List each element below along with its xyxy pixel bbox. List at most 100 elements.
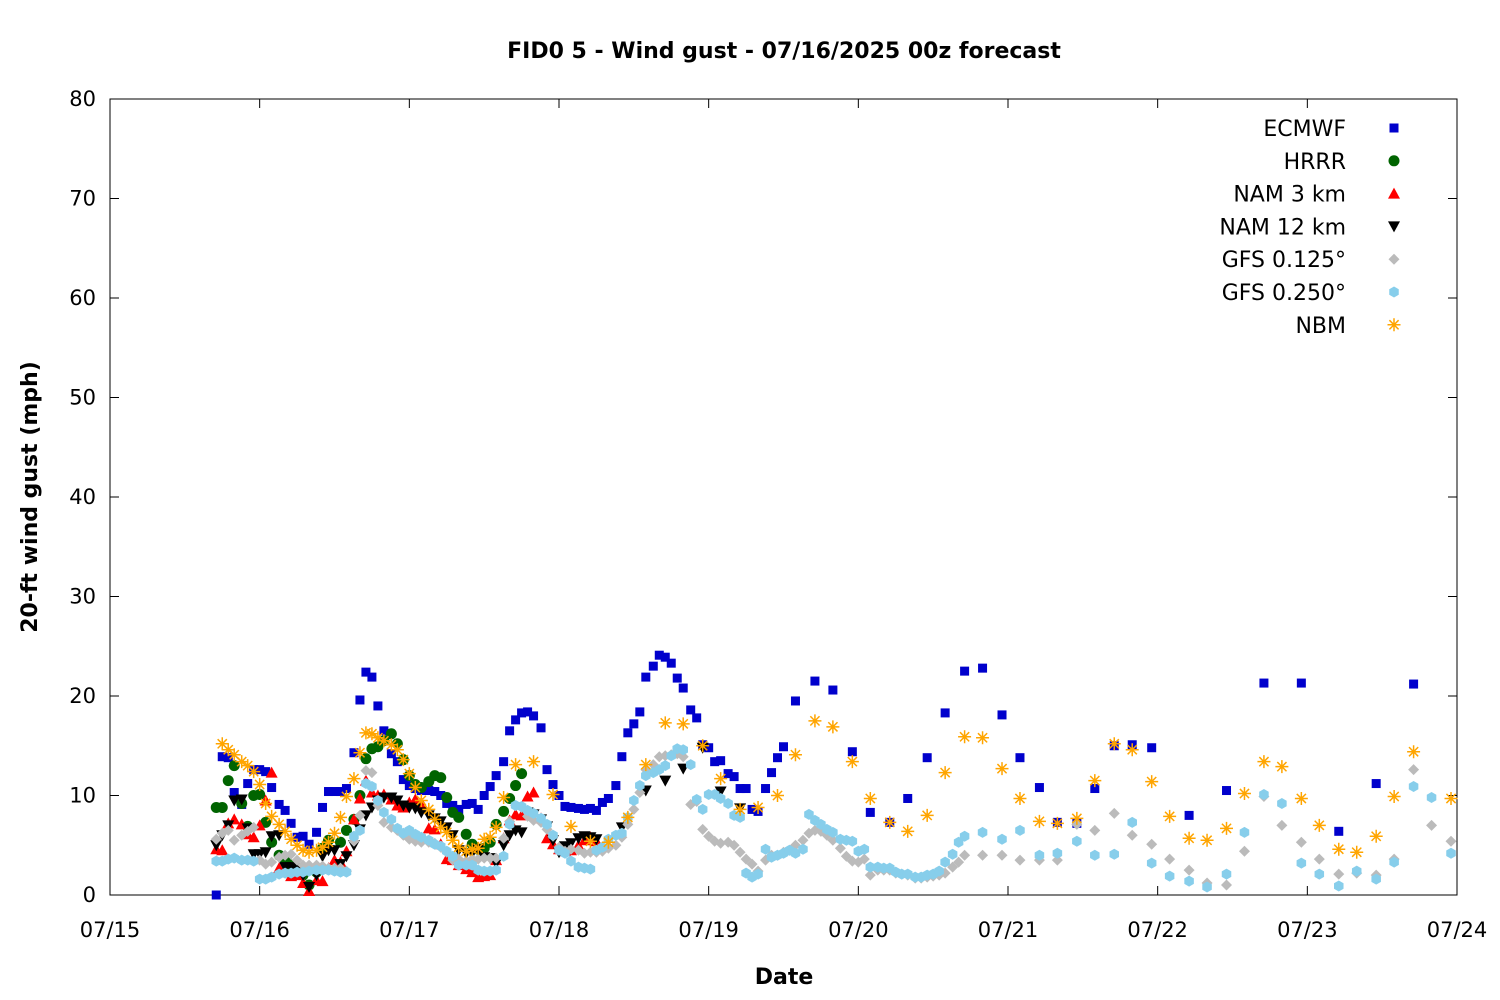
gfs-0-250-point <box>959 830 970 842</box>
gfs-0-250-point <box>997 833 1007 845</box>
ecmwf-point <box>523 707 533 717</box>
gfs-0-250-point <box>341 866 352 878</box>
x-tick-label: 07/21 <box>978 918 1039 942</box>
nbm-point <box>302 845 316 859</box>
nbm-point <box>465 842 479 856</box>
gfs-0-125-point <box>996 849 1008 861</box>
ecmwf-point <box>511 715 521 725</box>
ecmwf-point <box>542 765 552 775</box>
gfs-0-250-point <box>304 865 314 877</box>
gfs-0-125-point <box>959 849 971 861</box>
nbm-point <box>310 843 324 857</box>
gfs-0-250-point <box>617 827 627 839</box>
legend-label-gfs-0-125: GFS 0.125° <box>1222 248 1346 273</box>
ecmwf-point <box>686 705 696 715</box>
ecmwf-point <box>318 802 328 812</box>
legend-label-ecmwf: ECMWF <box>1263 117 1346 142</box>
ecmwf-point <box>473 804 483 814</box>
ecmwf-point <box>741 784 751 794</box>
ecmwf-point <box>292 832 302 842</box>
nbm-point <box>601 835 615 849</box>
ecmwf-point <box>298 831 308 841</box>
nbm-point <box>1145 775 1159 789</box>
nam-3-km-point <box>216 844 229 856</box>
nam-3-km-point <box>347 813 360 825</box>
nbm-point <box>1125 743 1139 757</box>
y-tick-label: 10 <box>69 784 96 808</box>
y-tick-label: 30 <box>69 585 96 609</box>
ecmwf-point <box>790 696 800 706</box>
gfs-0-125-point <box>1445 835 1457 847</box>
nam-3-km-point <box>316 875 329 887</box>
ecmwf-point <box>373 701 383 711</box>
y-tick-label: 80 <box>69 87 96 111</box>
nbm-point <box>1107 737 1121 751</box>
ecmwf-point <box>692 713 702 723</box>
ecmwf-point <box>1034 783 1044 793</box>
nbm-point <box>863 791 877 805</box>
ecmwf-point <box>505 726 515 736</box>
nbm-point <box>696 739 710 753</box>
hrrr-point <box>254 789 266 801</box>
ecmwf-point <box>261 767 271 777</box>
y-tick-label: 0 <box>83 883 96 907</box>
nbm-point <box>788 748 802 762</box>
hrrr-point <box>222 775 234 787</box>
gfs-0-250-point <box>1426 791 1437 803</box>
data-series <box>210 650 1458 900</box>
hrrr-point <box>216 801 228 813</box>
gfs-0-125-point <box>484 852 496 864</box>
nbm-point <box>414 793 428 807</box>
gfs-0-250-point <box>947 848 958 860</box>
x-axis-label: Date <box>755 965 814 990</box>
gfs-0-125-point <box>478 852 490 864</box>
nbm-point <box>452 840 466 854</box>
ecmwf-point <box>566 802 576 812</box>
gfs-0-250-point <box>1277 797 1287 809</box>
nbm-point <box>938 766 952 780</box>
y-axis: 0 10 20 30 40 50 60 70 80 <box>69 87 1457 907</box>
gfs-0-250-point <box>685 759 696 771</box>
legend-marker-gfs-0-125 <box>1388 253 1400 265</box>
ecmwf-point <box>710 757 720 767</box>
x-tick-label: 07/22 <box>1127 918 1188 942</box>
nbm-point <box>1275 760 1289 774</box>
gfs-0-250-point <box>504 818 515 830</box>
nbm-point <box>384 738 398 752</box>
ecmwf-point <box>767 768 777 778</box>
ecmwf-point <box>617 752 627 762</box>
gfs-0-250-point <box>373 794 383 806</box>
ecmwf-point <box>997 710 1007 720</box>
nbm-point <box>658 716 672 730</box>
nbm-point <box>347 772 361 786</box>
gfs-0-250-point <box>266 871 277 883</box>
nbm-point <box>958 730 972 744</box>
ecmwf-point <box>479 791 489 800</box>
ecmwf-point <box>560 801 570 811</box>
nbm-point <box>1050 816 1064 830</box>
nbm-point <box>284 832 298 846</box>
legend-marker-ecmwf <box>1389 123 1399 133</box>
nbm-point <box>371 731 385 745</box>
nbm-point <box>359 726 373 740</box>
gfs-0-250-point <box>1296 857 1307 869</box>
ecmwf-point <box>386 749 396 759</box>
nbm-point <box>1294 791 1308 805</box>
ecmwf-point <box>666 658 676 668</box>
series-nbm <box>215 714 1458 859</box>
nbm-point <box>247 765 261 779</box>
gfs-0-125-point <box>1108 807 1120 819</box>
gfs-0-250-point <box>542 818 552 830</box>
gfs-0-250-point <box>1015 824 1025 836</box>
nbm-point <box>995 762 1009 776</box>
ecmwf-point <box>729 772 739 782</box>
nam-12-km-point <box>515 827 528 839</box>
ecmwf-point <box>654 650 664 660</box>
gfs-0-250-point <box>498 850 509 862</box>
ecmwf-point <box>424 786 434 796</box>
x-axis: 07/15 07/16 07/17 07/18 07/19 07/20 07/21 07/22… <box>80 99 1487 942</box>
ecmwf-point <box>761 784 771 794</box>
legend-marker-nam-12-km <box>1388 221 1400 233</box>
nbm-point <box>353 746 367 760</box>
gfs-0-125-point <box>498 832 510 844</box>
